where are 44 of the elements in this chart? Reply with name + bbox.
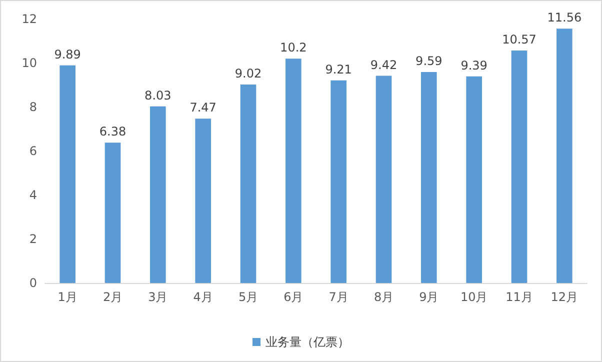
y-tick-label: 10 — [22, 56, 37, 70]
y-tick-label: 12 — [22, 12, 37, 26]
data-label: 9.89 — [54, 47, 81, 62]
x-tick-label: 12月 — [550, 290, 578, 304]
y-tick-label: 0 — [29, 276, 37, 290]
x-tick-label: 11月 — [506, 290, 533, 304]
legend-label: 业务量（亿票） — [266, 335, 350, 349]
bar — [556, 28, 572, 283]
data-label: 11.56 — [547, 10, 582, 25]
data-label: 9.21 — [325, 62, 352, 76]
data-label: 9.02 — [234, 66, 262, 81]
data-label: 10.57 — [502, 32, 536, 46]
y-tick-label: 4 — [29, 188, 37, 202]
x-tick-label: 5月 — [238, 290, 258, 304]
y-tick-label: 8 — [29, 100, 37, 114]
x-tick-label: 3月 — [148, 290, 168, 304]
bar — [104, 142, 121, 283]
data-label: 9.59 — [416, 54, 442, 68]
y-tick-label: 2 — [29, 232, 37, 246]
data-label: 7.47 — [190, 100, 216, 115]
data-label: 9.42 — [370, 58, 398, 72]
bar — [330, 80, 346, 283]
bar — [421, 72, 437, 283]
bar — [240, 84, 256, 283]
bar — [60, 65, 76, 283]
x-tick-label: 2月 — [102, 290, 123, 304]
x-tick-label: 4月 — [193, 290, 213, 304]
bar — [195, 118, 211, 283]
bar — [511, 50, 528, 283]
bar — [466, 76, 482, 283]
x-tick-label: 1月 — [58, 290, 78, 304]
x-tick-label: 7月 — [328, 290, 348, 304]
bar — [286, 58, 302, 283]
x-tick-label: 8月 — [374, 290, 394, 304]
bar — [376, 76, 392, 283]
data-label: 8.03 — [144, 88, 172, 102]
data-label: 9.39 — [460, 58, 488, 72]
y-tick-label: 6 — [29, 144, 37, 158]
x-tick-label: 10月 — [460, 290, 488, 304]
bar — [150, 106, 166, 283]
x-tick-label: 9月 — [419, 290, 439, 304]
data-label: 6.38 — [99, 124, 126, 139]
data-label: 10.2 — [280, 40, 307, 55]
x-tick-label: 6月 — [284, 290, 304, 304]
